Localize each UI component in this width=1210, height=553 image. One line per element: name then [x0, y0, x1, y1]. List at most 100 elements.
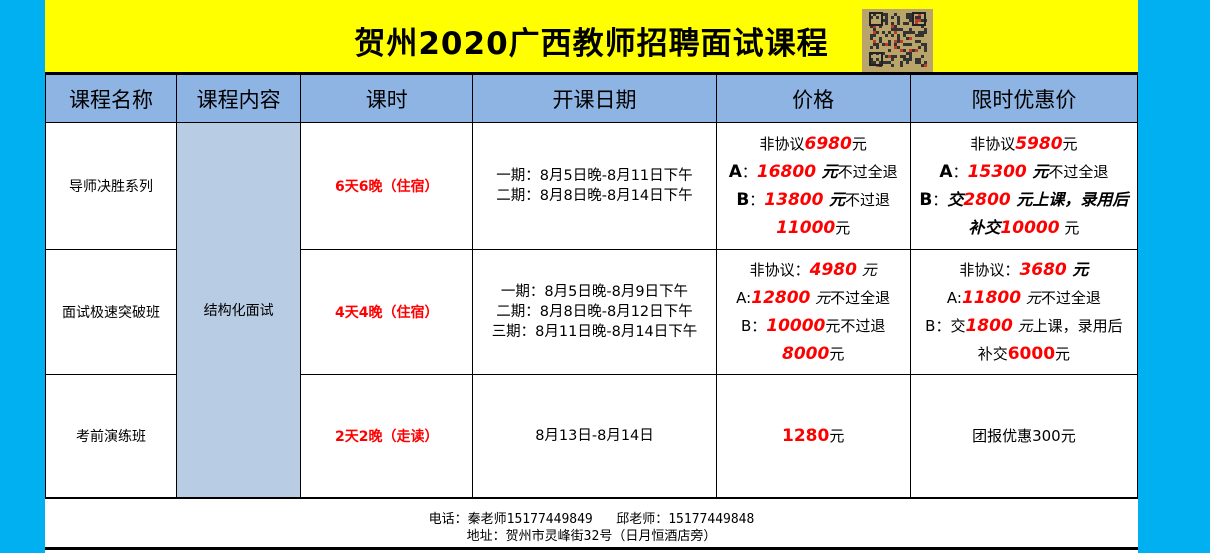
price-text: 元 [1055, 345, 1071, 363]
price-text: 非协议： [959, 261, 1020, 279]
price-text: A: [946, 289, 962, 307]
price-text: 元 [835, 219, 851, 237]
price-line: 1280元 [717, 422, 910, 450]
price-line: B：10000元不过退 [717, 312, 910, 340]
course-hours: 4天4晚（住宿） [300, 249, 474, 375]
price-text: 团报优惠300元 [972, 427, 1076, 445]
table-row: 导师决胜系列 结构化面试 6天6晚（住宿） 一期：8月5日晚-8月11日下午 二期… [44, 122, 1139, 498]
price-amount: 3680 [1019, 260, 1067, 280]
price-text: 非协议 [759, 135, 805, 153]
price-text: B [919, 190, 933, 210]
price-line: 补交10000 元 [911, 214, 1137, 242]
table-row: 面试极速突破班 4天4晚（住宿） 一期：8月5日晚-8月9日下午 二期：8月8日晚… [44, 249, 1139, 375]
price-line: B：13800 元不过退 [717, 186, 910, 214]
price-line: B：交2800 元上课，录用后 [911, 186, 1137, 214]
price-line: 非协议5980元 [911, 130, 1137, 158]
page-title: 贺州2020广西教师招聘面试课程 [354, 26, 829, 62]
price-amount: 8000 [782, 344, 830, 364]
header-hours: 课时 [300, 74, 474, 123]
price-text: 补交 [977, 345, 1008, 363]
price-line: 团报优惠300元 [911, 422, 1137, 450]
price-text: ： [749, 191, 765, 209]
price-text: 元 [1026, 162, 1049, 181]
course-table: 课程名称 课程内容 课时 开课日期 价格 限时优惠价 导师决胜系列 结构化面试 … [44, 74, 1139, 498]
price-amount: 5980 [1015, 134, 1063, 154]
date-line: 二期：8月8日晚-8月14日下午 [496, 188, 693, 204]
promo-price-cell: 团报优惠300元 [909, 374, 1139, 498]
price-line: A:12800 元不过全退 [717, 284, 910, 312]
date-line: 一期：8月5日晚-8月11日下午 [496, 168, 693, 184]
price-cell: 非协议：4980 元 A:12800 元不过全退 B：10000元不过退 8000元 [715, 249, 911, 375]
price-amount: 2800 [963, 190, 1011, 210]
price-amount: 12800 [751, 288, 811, 308]
course-dates: 一期：8月5日晚-8月11日下午 二期：8月8日晚-8月14日下午 [472, 122, 717, 250]
price-text: 上课，录用后 [1032, 317, 1123, 335]
price-text: 不过全退 [1048, 163, 1109, 181]
price-text: A [939, 162, 953, 182]
course-name: 面试极速突破班 [44, 249, 178, 375]
price-text: 元 [810, 289, 831, 307]
table-header-row: 课程名称 课程内容 课时 开课日期 价格 限时优惠价 [44, 74, 1139, 123]
date-line: 8月13日-8月14日 [535, 428, 654, 444]
price-text: B [736, 190, 750, 210]
price-text: 元 [829, 427, 845, 445]
price-text: 元 [829, 345, 845, 363]
price-text: 交 [947, 190, 964, 209]
price-text: B：交 [925, 317, 966, 335]
price-cell: 非协议6980元 A：16800 元不过全退 B：13800 元不过退 11000元 [715, 122, 911, 250]
price-text: A: [736, 289, 752, 307]
price-line: 非协议6980元 [717, 130, 910, 158]
price-line: A:11800 元不过全退 [911, 284, 1137, 312]
header-course-content: 课程内容 [176, 74, 302, 123]
price-line: B：交1800 元上课，录用后 [911, 312, 1137, 340]
price-text: 元 [1021, 289, 1041, 307]
price-line: 补交6000元 [911, 340, 1137, 368]
price-text: 元 [816, 162, 838, 181]
header-start-date: 开课日期 [472, 74, 717, 123]
contact-address: 地址：贺州市灵峰街32号（日月恒酒店旁） [466, 529, 717, 544]
price-amount: 13800 [764, 190, 824, 210]
course-hours: 2天2晚（走读） [300, 374, 474, 498]
price-text: A [728, 162, 742, 182]
qr-code-image [862, 9, 933, 72]
price-text: 元 [823, 190, 846, 209]
price-amount: 11000 [776, 218, 836, 238]
price-text: 元 [851, 135, 867, 153]
price-text: 元 [1059, 219, 1080, 237]
header-course-name: 课程名称 [44, 74, 178, 123]
price-amount: 10000 [1000, 218, 1060, 238]
course-sheet: 贺州2020广西教师招聘面试课程 课程名称 课程内容 课时 开课日期 价格 限时… [44, 0, 1139, 553]
price-amount: 11800 [961, 288, 1022, 308]
price-line: 非协议：3680 元 [911, 256, 1137, 284]
price-text: 非协议 [970, 135, 1016, 153]
price-text: 不过退 [845, 191, 891, 209]
date-line: 三期：8月11日晚-8月14日下午 [491, 324, 698, 340]
price-text: 补交 [968, 218, 1001, 237]
price-text: ： [741, 163, 757, 181]
price-line: 8000元 [717, 340, 910, 368]
price-line: 11000元 [717, 214, 910, 242]
price-amount: 6980 [804, 134, 852, 154]
price-text: 元 [1066, 260, 1089, 279]
contact-footer: 电话：秦老师15177449849 邱老师：15177449848 地址：贺州市… [45, 497, 1138, 550]
price-amount: 15300 [967, 162, 1027, 182]
price-line: 非协议：4980 元 [717, 256, 910, 284]
price-text: 元不过退 [825, 317, 886, 335]
price-amount: 1280 [782, 426, 830, 446]
price-text: ： [952, 163, 968, 181]
price-amount: 6000 [1007, 344, 1056, 364]
price-text: 非协议： [749, 261, 810, 279]
header-price: 价格 [715, 74, 911, 123]
price-line: A：16800 元不过全退 [717, 158, 910, 186]
price-text: 不过全退 [837, 163, 898, 181]
price-text: 不过全退 [830, 289, 891, 307]
price-text: 不过全退 [1040, 289, 1101, 307]
course-content: 结构化面试 [176, 122, 302, 498]
price-amount: 1800 [965, 316, 1013, 336]
date-line: 二期：8月8日晚-8月12日下午 [496, 304, 693, 320]
promo-price-cell: 非协议5980元 A：15300 元不过全退 B：交2800 元上课，录用后 补交10… [909, 122, 1139, 250]
course-name: 考前演练班 [44, 374, 178, 498]
price-text: B： [740, 317, 767, 335]
price-text: ： [932, 191, 948, 209]
price-text: 元 [856, 261, 877, 279]
